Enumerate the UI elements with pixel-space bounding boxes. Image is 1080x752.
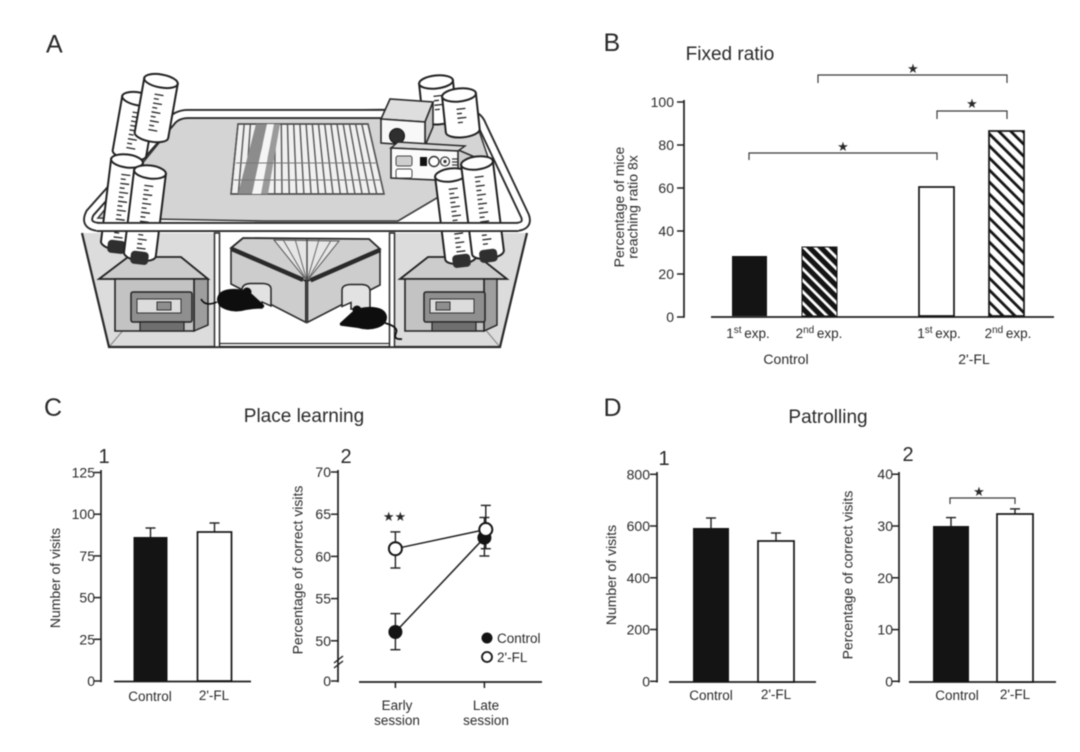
svg-text:C: C [44, 394, 62, 422]
svg-text:75: 75 [79, 548, 95, 564]
svg-text:reaching ratio 8x: reaching ratio 8x [625, 155, 641, 259]
svg-text:80: 80 [658, 137, 674, 153]
svg-text:Patrolling: Patrolling [788, 407, 867, 428]
svg-text:Fixed ratio: Fixed ratio [686, 44, 775, 65]
svg-text:★: ★ [907, 61, 919, 76]
svg-text:D: D [604, 394, 622, 422]
svg-text:40: 40 [877, 466, 893, 482]
svg-text:session: session [374, 713, 420, 728]
svg-text:B: B [604, 29, 621, 57]
svg-text:1: 1 [98, 446, 109, 468]
svg-text:2'-FL: 2'-FL [761, 687, 792, 702]
svg-text:Early: Early [382, 698, 413, 713]
svg-text:★: ★ [966, 96, 978, 111]
svg-text:Control: Control [497, 631, 541, 646]
svg-text:session: session [463, 713, 509, 728]
svg-text:1: 1 [658, 448, 669, 470]
svg-text:2: 2 [902, 444, 913, 466]
svg-text:★: ★ [973, 484, 985, 499]
svg-text:60: 60 [315, 548, 331, 564]
svg-text:20: 20 [877, 570, 893, 586]
svg-text:★: ★ [837, 139, 849, 154]
svg-text:100: 100 [72, 506, 96, 522]
svg-text:2: 2 [340, 446, 351, 468]
svg-text:Place learning: Place learning [244, 406, 364, 427]
svg-text:Number of visits: Number of visits [47, 528, 63, 628]
svg-text:1st exp.: 1st exp. [726, 325, 770, 341]
svg-text:0: 0 [323, 673, 331, 689]
svg-text:Control: Control [128, 689, 172, 704]
svg-text:125: 125 [72, 465, 96, 481]
svg-text:0: 0 [642, 673, 650, 689]
svg-text:10: 10 [877, 622, 893, 638]
svg-text:60: 60 [658, 180, 674, 196]
svg-text:2'-FL: 2'-FL [497, 650, 528, 665]
svg-text:Control: Control [689, 688, 733, 703]
svg-text:50: 50 [315, 633, 331, 649]
svg-text:Late: Late [473, 698, 499, 713]
svg-text:100: 100 [651, 94, 675, 110]
svg-text:30: 30 [877, 518, 893, 534]
svg-text:0: 0 [87, 673, 95, 689]
svg-text:800: 800 [627, 466, 651, 482]
svg-text:0: 0 [666, 309, 674, 325]
svg-text:1st exp.: 1st exp. [917, 325, 961, 341]
svg-text:20: 20 [658, 266, 674, 282]
svg-text:Percentage of correct visits: Percentage of correct visits [840, 491, 856, 660]
svg-text:0: 0 [885, 673, 893, 689]
svg-text:2'-FL: 2'-FL [199, 688, 230, 703]
svg-text:25: 25 [79, 631, 95, 647]
svg-text:55: 55 [315, 591, 331, 607]
svg-text:Number of visits: Number of visits [603, 525, 619, 625]
svg-text:600: 600 [627, 518, 651, 534]
svg-text:400: 400 [627, 570, 651, 586]
svg-text:Control: Control [935, 688, 979, 703]
svg-text:70: 70 [315, 464, 331, 480]
svg-text:2'-FL: 2'-FL [958, 351, 990, 367]
svg-text:Percentage of correct visits: Percentage of correct visits [290, 486, 306, 655]
svg-text:2nd exp.: 2nd exp. [796, 325, 843, 341]
svg-text:Control: Control [763, 351, 808, 367]
svg-text:2nd exp.: 2nd exp. [985, 325, 1032, 341]
svg-text:Percentage of mice: Percentage of mice [611, 146, 627, 267]
svg-text:2'-FL: 2'-FL [1000, 687, 1031, 702]
svg-text:65: 65 [315, 506, 331, 522]
svg-text:200: 200 [627, 622, 651, 638]
svg-text:40: 40 [658, 223, 674, 239]
svg-text:50: 50 [79, 590, 95, 606]
svg-text:★★: ★★ [383, 509, 406, 524]
svg-text:A: A [46, 31, 63, 59]
